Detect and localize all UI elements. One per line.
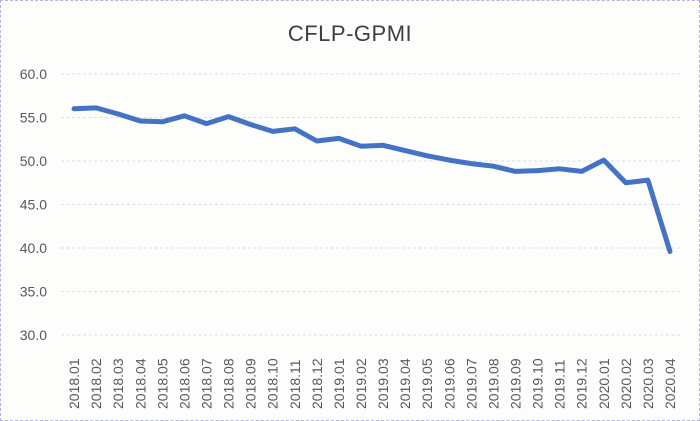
x-axis-tick-label: 2018.09	[243, 358, 259, 409]
y-axis-tick-label: 60.0	[20, 66, 47, 82]
x-axis-tick-label: 2019.02	[353, 358, 369, 409]
x-axis-tick-label: 2018.10	[265, 358, 281, 409]
y-axis-tick-label: 35.0	[20, 284, 47, 300]
x-axis-tick-label: 2020.01	[596, 358, 612, 409]
x-axis-tick-label: 2019.12	[574, 358, 590, 409]
x-axis-tick-label: 2018.02	[88, 358, 104, 409]
y-axis-tick-label: 50.0	[20, 153, 47, 169]
chart-title: CFLP-GPMI	[287, 21, 413, 46]
x-axis-tick-label: 2019.08	[485, 358, 501, 409]
x-axis-tick-label: 2018.03	[110, 358, 126, 409]
x-axis-tick-label: 2019.04	[397, 358, 413, 409]
y-axis-tick-label: 55.0	[20, 110, 47, 126]
x-axis-tick-label: 2019.01	[331, 358, 347, 409]
y-axis-tick-label: 40.0	[20, 240, 47, 256]
x-axis-tick-label: 2019.05	[419, 358, 435, 409]
x-axis-tick-label: 2018.07	[198, 358, 214, 409]
x-axis-tick-label: 2018.06	[176, 358, 192, 409]
x-axis-tick-label: 2020.03	[640, 358, 656, 409]
series-line-cflp-gpmi	[71, 105, 673, 254]
x-axis-tick-label: 2018.05	[154, 358, 170, 409]
y-axis-tick-label: 30.0	[20, 327, 47, 343]
x-axis-tick-label: 2019.11	[552, 359, 568, 409]
x-axis-tick-label: 2018.01	[66, 358, 82, 409]
x-axis-tick-label: 2020.02	[618, 358, 634, 409]
y-axis-tick-label: 45.0	[20, 197, 47, 213]
x-axis-tick-label: 2018.08	[221, 358, 237, 409]
x-axis-tick-label: 2018.12	[309, 358, 325, 409]
x-axis-tick-label: 2018.04	[132, 358, 148, 409]
x-axis-tick-label: 2019.09	[507, 358, 523, 409]
x-axis-tick-label: 2018.11	[287, 359, 303, 409]
x-axis-tick-label: 2019.06	[441, 358, 457, 409]
x-axis-tick-label: 2019.07	[463, 358, 479, 409]
x-axis-tick-label: 2019.03	[375, 358, 391, 409]
x-axis-tick-label: 2020.04	[662, 358, 678, 409]
x-axis-tick-label: 2019.10	[530, 358, 546, 409]
